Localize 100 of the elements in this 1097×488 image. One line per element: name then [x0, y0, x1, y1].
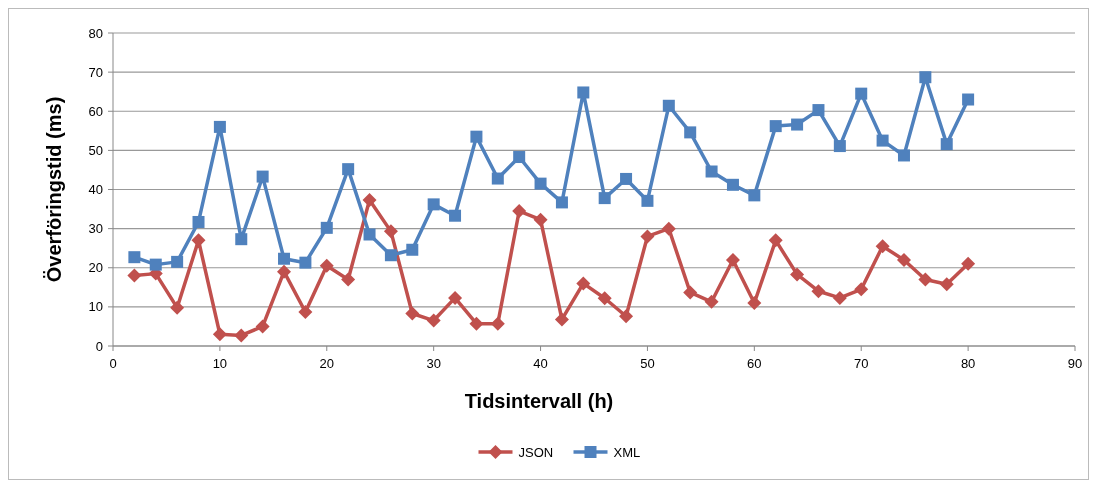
point — [661, 221, 676, 236]
point — [490, 316, 505, 331]
point — [769, 120, 782, 133]
point — [704, 294, 719, 309]
point — [577, 86, 590, 99]
point — [747, 295, 762, 310]
point — [919, 71, 932, 84]
point — [277, 264, 292, 279]
point — [854, 282, 869, 297]
point — [641, 194, 654, 207]
y-tick-label: 20 — [88, 260, 103, 276]
point — [405, 306, 420, 321]
y-axis-title: Överföringstid (ms) — [43, 96, 65, 283]
point — [620, 172, 633, 185]
point — [768, 233, 783, 248]
point — [598, 192, 611, 205]
point — [855, 87, 868, 100]
point — [576, 276, 591, 291]
point — [298, 304, 313, 319]
point — [790, 267, 805, 282]
point — [127, 268, 142, 283]
x-axis-title: Tidsintervall (h) — [464, 390, 614, 412]
point — [555, 196, 568, 209]
x-tick-label: 30 — [426, 356, 441, 371]
x-tick-label: 10 — [212, 356, 228, 371]
point — [726, 178, 739, 191]
point — [320, 221, 333, 234]
point — [362, 193, 377, 208]
x-tick-label: 70 — [853, 356, 869, 371]
point — [812, 104, 825, 117]
point — [554, 312, 569, 327]
point — [256, 170, 269, 183]
point — [234, 328, 249, 343]
point — [811, 284, 826, 299]
point — [897, 149, 910, 162]
point — [896, 252, 911, 267]
point — [597, 291, 612, 306]
point — [683, 285, 698, 300]
point — [213, 120, 226, 133]
point — [513, 151, 526, 164]
point — [533, 212, 548, 227]
point — [212, 327, 227, 342]
point — [170, 300, 185, 315]
y-tick-label: 0 — [95, 338, 103, 354]
point — [255, 319, 270, 334]
point — [662, 99, 675, 112]
point — [470, 130, 483, 143]
point — [427, 198, 440, 211]
point — [299, 256, 312, 269]
point — [512, 204, 527, 219]
point — [448, 290, 463, 305]
point — [875, 239, 890, 254]
point — [961, 256, 976, 271]
point — [619, 309, 634, 324]
point — [149, 258, 162, 271]
point — [426, 313, 441, 328]
point — [384, 249, 397, 262]
point — [962, 93, 975, 106]
y-tick-label: 70 — [88, 64, 103, 80]
point — [491, 172, 504, 185]
x-tick-label: 60 — [747, 356, 762, 371]
y-tick-label: 80 — [88, 25, 103, 41]
point — [171, 255, 184, 268]
y-tick-label: 30 — [88, 221, 103, 237]
x-tick-label: 40 — [533, 356, 548, 371]
legend-label: JSON — [518, 444, 554, 460]
y-tick-label: 10 — [88, 299, 103, 315]
point — [278, 252, 291, 265]
point — [791, 118, 804, 131]
point — [128, 251, 141, 264]
y-tick-label: 50 — [88, 142, 103, 158]
point — [640, 229, 655, 244]
point — [748, 189, 761, 202]
point — [918, 272, 933, 287]
y-tick-label: 60 — [88, 103, 103, 119]
point — [705, 165, 718, 178]
point — [363, 228, 376, 241]
point — [406, 243, 419, 256]
point — [342, 163, 355, 176]
x-tick-label: 50 — [640, 356, 655, 371]
point — [939, 277, 954, 292]
point — [832, 290, 847, 305]
point — [833, 140, 846, 153]
x-tick-label: 80 — [960, 356, 976, 371]
x-tick-label: 0 — [109, 356, 117, 371]
point — [684, 126, 697, 139]
point — [534, 177, 547, 190]
point — [192, 215, 205, 228]
point — [235, 233, 248, 246]
y-tick-label: 40 — [88, 182, 103, 198]
point — [725, 252, 740, 267]
point — [876, 134, 889, 147]
point — [449, 209, 462, 222]
x-tick-label: 20 — [319, 356, 335, 371]
point — [341, 272, 356, 287]
legend-label: XML — [613, 444, 641, 460]
point — [319, 258, 334, 273]
point — [940, 138, 953, 151]
point — [469, 316, 484, 331]
x-tick-label: 90 — [1067, 356, 1083, 371]
